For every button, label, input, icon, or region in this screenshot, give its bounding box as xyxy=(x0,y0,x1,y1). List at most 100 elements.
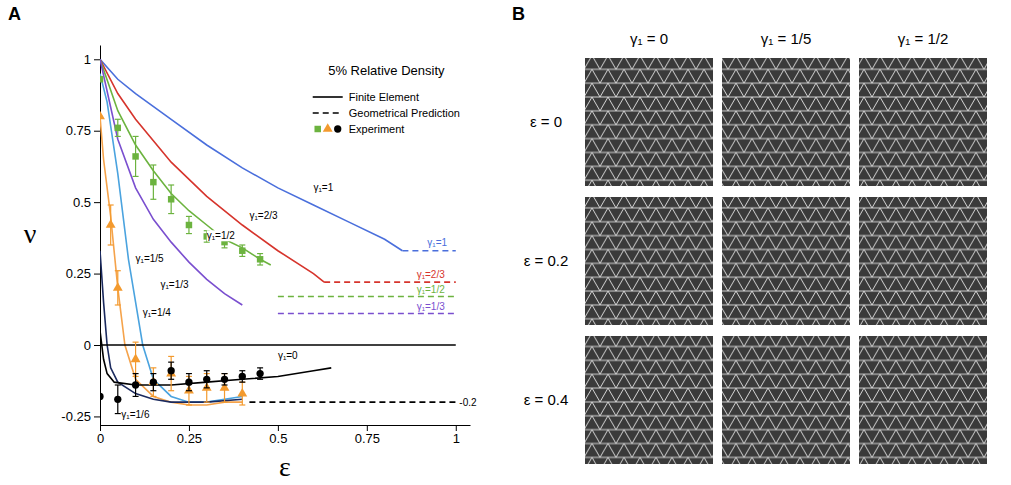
photo-placeholder xyxy=(585,336,713,464)
error-bar xyxy=(133,136,139,176)
fe-line xyxy=(100,59,402,250)
experiment-point xyxy=(100,393,104,400)
legend-label: Finite Element xyxy=(349,91,419,103)
error-bar xyxy=(239,371,245,382)
y-tick: 0.25 xyxy=(66,266,100,281)
annotation: γ₁=1/4 xyxy=(143,307,172,318)
experiment-point xyxy=(239,247,245,253)
error-bar xyxy=(257,254,263,265)
error-bar-cap xyxy=(257,379,263,380)
error-bar-cap xyxy=(239,256,245,257)
y-tick-label: 0.5 xyxy=(73,195,91,210)
label-patch xyxy=(207,230,236,241)
error-bar-cap xyxy=(115,413,121,414)
error-bar xyxy=(186,216,192,233)
label-patch xyxy=(278,350,298,361)
curve-label: γ₁=1 xyxy=(427,237,447,248)
experiment-series xyxy=(100,76,263,265)
annotations: γ₁=1 γ₁=2/3 γ₁=1/2 γ₁=1/3 γ₁=1/4 γ₁=1/5 γ₁=1/6… xyxy=(121,182,477,420)
y-tick: 0.5 xyxy=(73,195,100,210)
error-bar-cap xyxy=(222,402,228,403)
error-bar-cap xyxy=(133,342,139,343)
annotation: -0.2 xyxy=(459,397,477,408)
column-header: γ₁ = 1/5 xyxy=(761,30,812,47)
error-bar-cap xyxy=(115,119,121,120)
error-bar xyxy=(115,385,121,414)
panel-label: B xyxy=(512,4,525,24)
error-bar-cap xyxy=(239,370,245,371)
error-bar-cap xyxy=(168,362,174,363)
error-bar-cap xyxy=(150,390,156,391)
legend-item: Geometrical Prediction xyxy=(313,107,460,119)
error-bar-cap xyxy=(222,247,228,248)
label-patch xyxy=(417,284,446,295)
annotation: γ₁=1 xyxy=(427,237,447,248)
error-bar-cap xyxy=(150,164,156,165)
error-bar-cap xyxy=(204,387,210,388)
error-bar-cap xyxy=(168,184,174,185)
fe-line xyxy=(100,344,456,346)
curve-label: γ₁=0 xyxy=(278,350,298,361)
label-patch xyxy=(143,307,172,318)
error-bar-cap xyxy=(204,370,210,371)
experiment-point xyxy=(239,373,246,380)
error-bar-cap xyxy=(257,253,263,254)
fe-line xyxy=(100,74,242,403)
error-bar-cap xyxy=(133,136,139,137)
error-bar xyxy=(168,362,174,379)
chart-title: 5% Relative Density xyxy=(328,63,445,78)
error-bar-cap xyxy=(150,367,156,368)
x-tick: 0.75 xyxy=(355,425,380,446)
error-bar-cap xyxy=(168,213,174,214)
error-bar-cap xyxy=(257,264,263,265)
x-axis-title: ε xyxy=(279,451,291,482)
y-tick: 0.75 xyxy=(66,123,100,138)
label-patch xyxy=(427,237,447,248)
x-tick-mark xyxy=(367,425,368,431)
error-bar-cap xyxy=(150,199,156,200)
y-tick: 1 xyxy=(84,52,100,67)
error-bar xyxy=(168,185,174,214)
x-tick-label: 0.5 xyxy=(269,431,287,446)
experiment-point xyxy=(100,76,103,82)
curve-label: γ₁=1/3 xyxy=(160,279,189,290)
label-patch xyxy=(249,210,278,221)
annotation: γ₁=1/2 xyxy=(207,230,236,241)
experiment-point xyxy=(186,222,192,228)
experiment-point xyxy=(185,378,192,385)
annotation: γ₁=1/2 xyxy=(417,284,446,295)
curve-label: γ₁=1/5 xyxy=(136,253,165,264)
y-tick-label: 0 xyxy=(84,338,91,353)
error-bar xyxy=(115,119,121,136)
x-tick-mark xyxy=(189,425,190,431)
prediction-line xyxy=(278,313,456,315)
fe-line xyxy=(100,59,324,282)
curve-label: γ₁=1 xyxy=(313,182,333,193)
row-header: ε = 0.4 xyxy=(524,391,569,408)
prediction-line xyxy=(249,401,455,403)
error-bar-cap xyxy=(186,373,192,374)
error-bar-cap xyxy=(115,304,121,305)
error-bar-cap xyxy=(257,367,263,368)
photo-placeholder xyxy=(585,58,713,186)
y-tick-mark xyxy=(94,131,100,132)
error-bar-cap xyxy=(239,382,245,383)
error-bar xyxy=(257,368,263,379)
x-tick-mark xyxy=(456,425,457,431)
experiment-point xyxy=(100,111,105,120)
fe-line xyxy=(100,331,331,385)
error-bar-cap xyxy=(115,384,121,385)
label-patch xyxy=(313,182,333,193)
label-patch xyxy=(160,279,189,290)
x-tick-label: 0.75 xyxy=(355,431,380,446)
experiment-point xyxy=(106,219,116,228)
error-bar-cap xyxy=(168,390,174,391)
annotation: γ₁=1/6 xyxy=(121,409,150,420)
error-bar-cap xyxy=(115,270,121,271)
error-bar-cap xyxy=(239,382,245,383)
curve-label: γ₁=2/3 xyxy=(249,210,278,221)
experiment-point xyxy=(131,354,141,363)
error-bar-cap xyxy=(204,242,210,243)
experiment-point xyxy=(203,376,210,383)
experiment-point xyxy=(237,388,247,397)
